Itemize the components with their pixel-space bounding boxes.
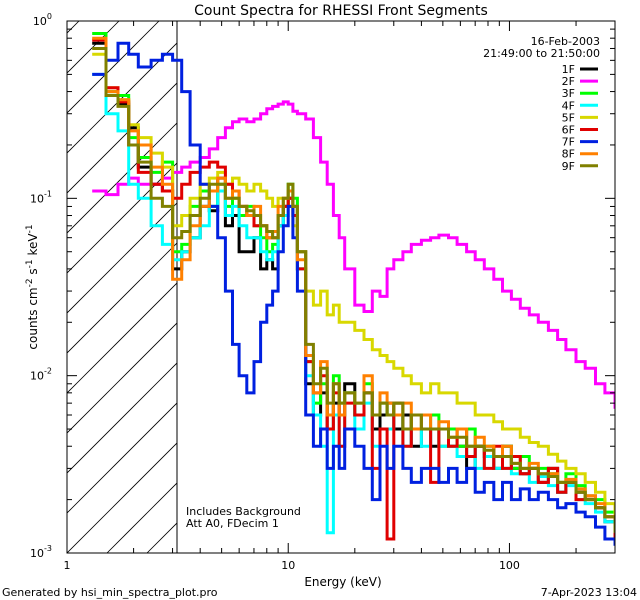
- hatch-line: [67, 42, 177, 154]
- legend-label: 3F: [562, 87, 575, 100]
- y-axis-label: counts cm-2 s-1 keV-1: [25, 224, 40, 349]
- x-tick-label: 10: [281, 559, 295, 572]
- hatch-line: [67, 442, 177, 553]
- y-label-exp-2: -1: [25, 259, 35, 268]
- y-label-part-2: s: [26, 268, 40, 278]
- y-tick-base: 10: [30, 547, 44, 560]
- y-tick-label: 10-1: [30, 189, 52, 205]
- background-note: Includes Background: [186, 505, 301, 518]
- time-range-annotation: 21:49:00 to 21:50:00: [483, 47, 600, 60]
- hatch-line: [67, 242, 177, 354]
- plot-frame: [66, 20, 616, 554]
- y-tick-exponent: -2: [44, 367, 52, 376]
- hatch-line: [67, 362, 177, 474]
- y-label-exp-3: -1: [25, 224, 35, 233]
- footer-timestamp: 7-Apr-2023 13:04: [541, 586, 637, 599]
- hatch-line: [67, 202, 177, 314]
- legend-label: 1F: [562, 63, 575, 76]
- x-tick-label: 1: [64, 559, 71, 572]
- legend-label: 6F: [562, 124, 575, 137]
- y-tick-base: 10: [30, 370, 44, 383]
- y-label-part-3: keV: [26, 233, 40, 260]
- hatched-region: [67, 21, 177, 553]
- y-tick-exponent: 0: [47, 12, 52, 21]
- legend-label: 4F: [562, 99, 575, 112]
- legend-label: 9F: [562, 160, 575, 173]
- chart-title: Count Spectra for RHESSI Front Segments: [194, 3, 488, 19]
- series-line-7f: [92, 41, 615, 546]
- series-line-5f: [92, 52, 615, 522]
- y-label-part-1: counts cm: [26, 287, 40, 349]
- attenuator-note: Att A0, FDecim 1: [186, 517, 279, 530]
- legend-label: 8F: [562, 148, 575, 161]
- x-axis-label: Energy (keV): [304, 575, 381, 589]
- y-tick-base: 10: [30, 192, 44, 205]
- legend-label: 7F: [562, 136, 575, 149]
- series-line-3f: [92, 32, 615, 533]
- y-tick-exponent: -3: [44, 544, 52, 553]
- y-tick-label: 100: [33, 12, 52, 28]
- series-line-2f: [92, 100, 615, 409]
- x-tick-label: 100: [499, 559, 520, 572]
- legend-label: 2F: [562, 75, 575, 88]
- hatch-line: [67, 282, 177, 394]
- hatch-line: [67, 21, 160, 114]
- footer-generated-by: Generated by hsi_min_spectra_plot.pro: [2, 586, 218, 599]
- y-tick-label: 10-3: [30, 544, 52, 560]
- y-tick-base: 10: [33, 15, 47, 28]
- hatch-line: [67, 402, 177, 514]
- y-tick-exponent: -1: [44, 189, 52, 198]
- y-tick-label: 10-2: [30, 367, 52, 383]
- y-label-exp-1: -2: [25, 278, 35, 287]
- series-line-9f: [92, 47, 615, 533]
- legend-label: 5F: [562, 111, 575, 124]
- hatch-line: [67, 82, 177, 194]
- date-annotation: 16-Feb-2003: [531, 35, 600, 48]
